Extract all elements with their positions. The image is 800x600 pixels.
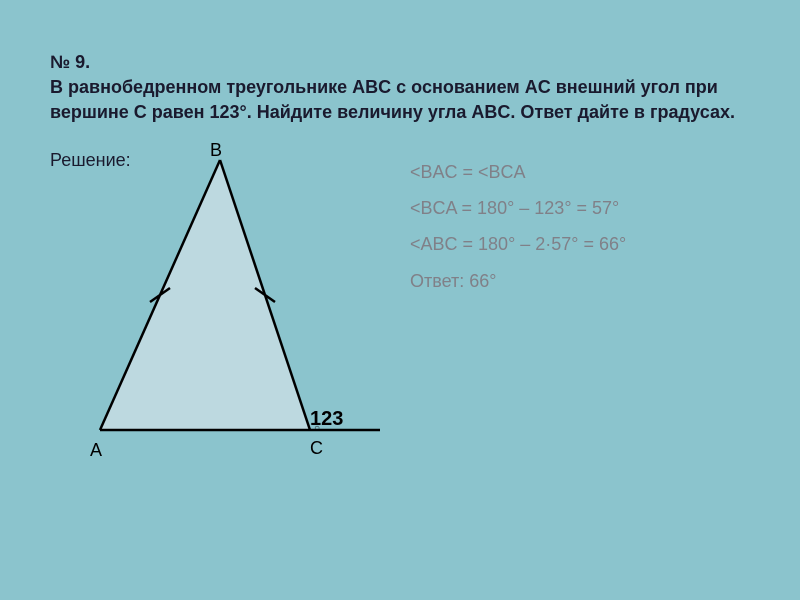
vertex-c-label: C — [310, 438, 323, 459]
vertex-b-label: B — [210, 140, 222, 161]
triangle-svg: ○ — [70, 140, 400, 460]
triangle-fill — [100, 160, 310, 430]
step-3: <ABC = 180° – 2·57° = 66° — [410, 227, 626, 261]
vertex-a-label: A — [90, 440, 102, 461]
problem-text: В равнобедренном треугольнике ABC с осно… — [50, 77, 735, 122]
problem-header: № 9. В равнобедренном треугольнике ABC с… — [50, 50, 750, 126]
step-1: <BAC = <BCA — [410, 155, 626, 189]
triangle-diagram: ○ — [70, 140, 400, 460]
answer: Ответ: 66° — [410, 264, 626, 298]
exterior-angle-label: 123 — [310, 408, 343, 431]
solution-steps: <BAC = <BCA <BCA = 180° – 123° = 57° <AB… — [410, 155, 626, 300]
step-2: <BCA = 180° – 123° = 57° — [410, 191, 626, 225]
problem-number: № 9. — [50, 52, 90, 72]
